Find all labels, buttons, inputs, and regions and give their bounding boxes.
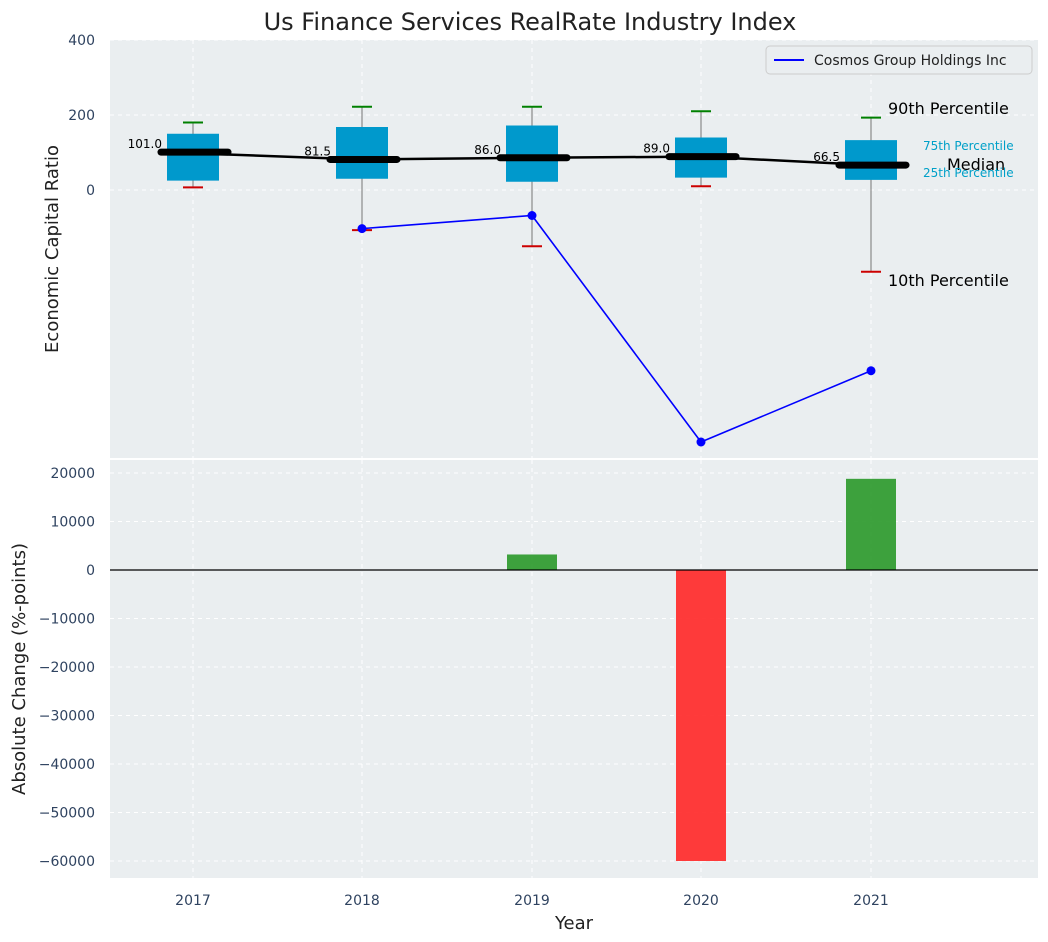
chart-title: Us Finance Services RealRate Industry In… [264, 8, 797, 36]
ratio-y-tick-label: 0 [86, 183, 95, 199]
iqr-box [167, 133, 219, 181]
change-bars [507, 478, 896, 861]
change-y-tick-label: −50000 [39, 806, 95, 822]
ratio-y-ticks: 400 200 0 [68, 33, 95, 199]
ratio-y-axis-label: Economic Capital Ratio [42, 145, 63, 353]
annotation-p90: 90th Percentile [888, 99, 1009, 118]
company-point [866, 366, 876, 376]
legend: Cosmos Group Holdings Inc [765, 45, 1033, 75]
annotation-p75: 75th Percentile [923, 139, 1014, 153]
change-y-tick-label: −30000 [39, 709, 95, 725]
x-tick-label: 2019 [514, 893, 550, 909]
legend-label: Cosmos Group Holdings Inc [814, 53, 1007, 69]
median-trend [160, 150, 906, 167]
iqr-box [845, 140, 897, 180]
x-tick-label: 2021 [853, 893, 889, 909]
x-tick-label: 2017 [175, 893, 211, 909]
negative-change-bar [676, 570, 726, 861]
median-value-label: 86.0 [474, 143, 501, 157]
change-y-ticks: 20000 10000 0 −10000 −20000 −30000 −40000 −5000… [39, 466, 95, 870]
ratio-y-tick-label: 400 [68, 33, 95, 49]
median-value-label: 89.0 [643, 142, 670, 156]
change-y-tick-label: −40000 [39, 757, 95, 773]
change-panel-background [110, 460, 1038, 878]
company-point [357, 224, 367, 234]
change-y-tick-label: −20000 [39, 660, 95, 676]
company-point [696, 437, 706, 447]
x-axis-label: Year [554, 913, 594, 934]
x-tick-label: 2020 [683, 893, 719, 909]
iqr-box [506, 125, 558, 182]
company-series [357, 211, 876, 447]
annotation-median: Median [947, 155, 1005, 174]
median-trend-line [160, 150, 906, 167]
x-ticks: 2017 2018 2019 2020 2021 [175, 893, 889, 909]
change-panel: 20000 10000 0 −10000 −20000 −30000 −40000 −5000… [9, 460, 1038, 934]
annotation-p25: 25th Percentile [923, 166, 1014, 180]
ratio-panel-background [110, 40, 1038, 458]
positive-change-bar [507, 554, 557, 570]
percentile-annotations: 90th Percentile 75th Percentile Median25th… [888, 99, 1014, 290]
change-y-tick-label: 0 [86, 563, 95, 579]
ratio-y-tick-label: 200 [68, 108, 95, 124]
company-point [527, 211, 537, 220]
positive-change-bar [846, 478, 896, 570]
legend-box [765, 45, 1033, 75]
change-y-axis-label: Absolute Change (%-points) [9, 543, 30, 795]
median-value-label: 66.5 [813, 150, 840, 164]
change-y-tick-label: 10000 [50, 515, 95, 531]
x-tick-label: 2018 [344, 893, 380, 909]
annotation-p10: 10th Percentile [888, 271, 1009, 290]
change-y-tick-label: 20000 [50, 466, 95, 482]
median-value-label: 81.5 [304, 144, 331, 158]
ratio-panel: 400 200 0 Economic Capital Ratio 101.0 81.5… [42, 33, 1038, 458]
company-line [361, 214, 872, 443]
change-y-tick-label: −10000 [39, 612, 95, 628]
median-value-label: 101.0 [128, 137, 162, 151]
change-y-tick-label: −60000 [39, 854, 95, 870]
iqr-box [336, 127, 388, 179]
